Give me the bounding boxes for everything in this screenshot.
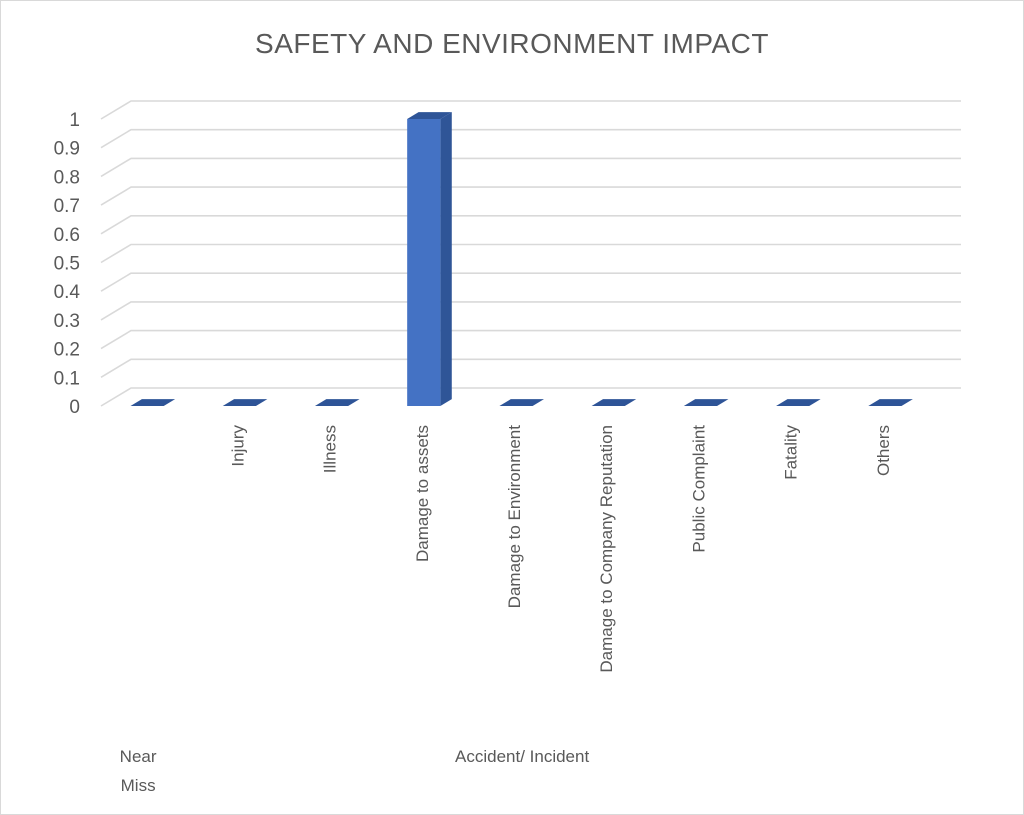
y-tick-label: 0.4 <box>54 282 81 303</box>
bar <box>868 399 913 406</box>
y-tick-label: 0.9 <box>54 139 80 160</box>
x-category-label: Illness <box>321 425 340 473</box>
y-tick-label: 0.8 <box>54 167 80 188</box>
gridline <box>100 128 961 149</box>
gridline <box>100 272 961 292</box>
x-category-label: Public Complaint <box>689 425 708 553</box>
gridline <box>100 301 961 321</box>
bar-top <box>868 399 913 406</box>
gridline <box>100 358 961 378</box>
bar-front <box>407 119 441 406</box>
gridline <box>100 329 961 350</box>
x-axis-category-labels: Injury Illness Damage to assets Damage to E… <box>228 425 893 673</box>
x-group-label: Miss <box>121 776 156 795</box>
y-tick-label: 0.5 <box>54 254 80 275</box>
bar <box>314 399 360 406</box>
x-category-label: Fatality <box>782 425 801 480</box>
x-category-label: Damage to Company Reputation <box>597 425 616 673</box>
bar <box>499 399 544 406</box>
bar <box>591 399 637 406</box>
bar <box>407 112 452 406</box>
bar <box>683 399 729 406</box>
x-axis-group-labels: Near Miss Accident/ Incident <box>120 747 590 795</box>
x-category-label: Injury <box>228 425 247 467</box>
gridline <box>100 387 961 407</box>
y-tick-label: 0.6 <box>54 225 80 246</box>
gridline <box>100 215 961 235</box>
y-tick-label: 1 <box>69 110 80 131</box>
y-tick-label: 0.2 <box>54 340 80 361</box>
x-group-label: Near <box>120 747 157 766</box>
gridline <box>100 186 961 206</box>
bar-top <box>314 399 360 406</box>
y-tick-label: 0.3 <box>54 311 80 332</box>
bar <box>222 399 268 406</box>
x-category-label: Damage to Environment <box>505 425 524 609</box>
gridline <box>100 243 961 264</box>
bar-top <box>591 399 637 406</box>
bar <box>130 399 176 406</box>
bar-top <box>683 399 729 406</box>
chart-title: SAFETY AND ENVIRONMENT IMPACT <box>255 28 769 59</box>
bar-top <box>499 399 544 406</box>
bar-top <box>776 399 821 406</box>
bar-top <box>407 112 452 119</box>
gridline <box>100 100 961 120</box>
y-tick-label: 0 <box>69 397 80 418</box>
x-group-label: Accident/ Incident <box>455 747 589 766</box>
bar-top <box>222 399 268 406</box>
y-tick-label: 0.1 <box>54 368 80 389</box>
bar-side <box>440 112 452 406</box>
y-tick-label: 0.7 <box>54 196 80 217</box>
bar <box>776 399 821 406</box>
bar-top <box>130 399 176 406</box>
gridlines <box>100 100 961 407</box>
y-axis-ticks: 0 0.1 0.2 0.3 0.4 0.5 0.6 0.7 0.8 0.9 1 <box>54 110 81 418</box>
bars <box>130 112 913 406</box>
x-category-label: Damage to assets <box>413 425 432 562</box>
gridline <box>100 157 961 178</box>
x-category-label: Others <box>874 425 893 476</box>
